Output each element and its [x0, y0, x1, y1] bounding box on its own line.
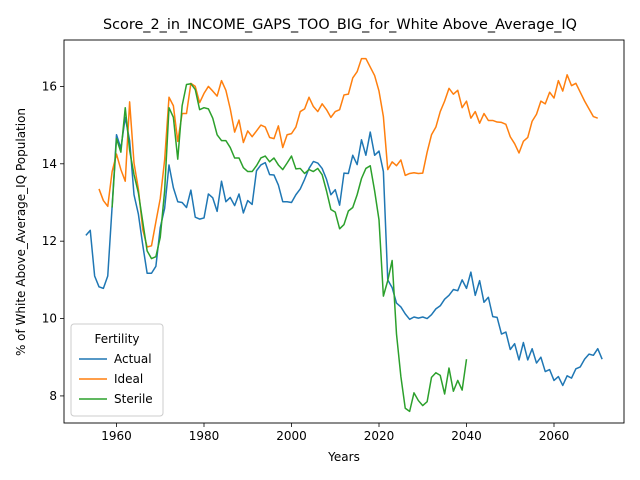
y-axis: 8 10 12 14 16 [42, 79, 64, 403]
x-tick-label: 2060 [539, 429, 570, 443]
x-tick-label: 1980 [189, 429, 220, 443]
legend-label-actual: Actual [114, 352, 152, 366]
series-line-sterile [111, 82, 468, 413]
series-line-actual [85, 116, 603, 387]
y-tick-label: 16 [42, 79, 57, 93]
x-axis-label: Years [327, 450, 360, 464]
plot-frame [63, 39, 625, 424]
legend: Fertility Actual Ideal Sterile [70, 323, 164, 417]
legend-label-sterile: Sterile [114, 392, 153, 406]
x-axis: 1960 1980 2000 2020 2040 2060 [101, 423, 569, 443]
chart-title: Score_2_in_INCOME_GAPS_TOO_BIG_for_White… [103, 17, 577, 33]
legend-label-ideal: Ideal [114, 372, 143, 386]
y-axis-label: % of White Above_Average_IQ Population [14, 108, 28, 356]
x-tick-label: 2000 [276, 429, 307, 443]
legend-box [70, 323, 164, 417]
y-tick-label: 10 [42, 312, 57, 326]
x-tick-label: 2020 [364, 429, 395, 443]
y-tick-label: 14 [42, 157, 57, 171]
x-tick-label: 1960 [101, 429, 132, 443]
plot-lines [85, 57, 603, 413]
legend-title: Fertility [94, 332, 139, 346]
x-tick-label: 2040 [451, 429, 482, 443]
series-line-ideal [98, 57, 599, 248]
y-tick-label: 8 [49, 389, 57, 403]
y-tick-label: 12 [42, 234, 57, 248]
